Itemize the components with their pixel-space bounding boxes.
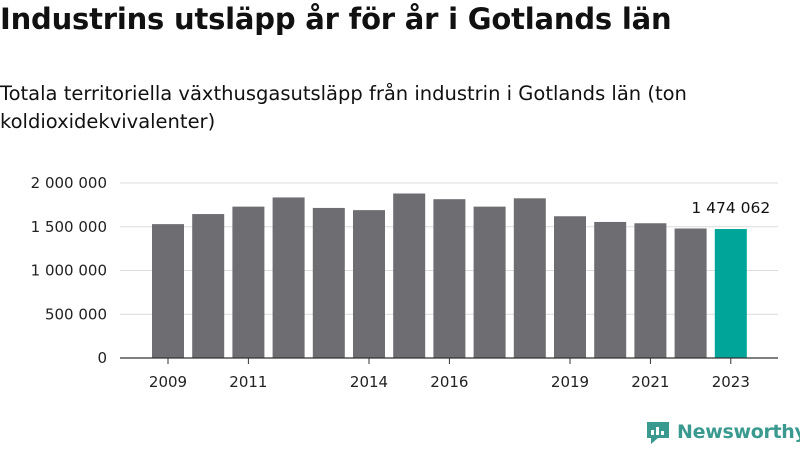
x-tick-label: 2019 (551, 373, 589, 391)
bar-2023 (714, 229, 747, 358)
bar-2020 (594, 221, 627, 358)
newsworthy-logo: Newsworthy (645, 419, 800, 445)
y-tick-label: 0 (97, 349, 107, 367)
x-tick-label: 2011 (229, 373, 267, 391)
bar-2022 (674, 228, 707, 358)
bar-2010 (192, 214, 225, 358)
y-tick-label: 500 000 (45, 305, 107, 323)
x-tick-label: 2016 (430, 373, 468, 391)
y-tick-label: 1 000 000 (31, 262, 107, 280)
x-tick-label: 2023 (712, 373, 750, 391)
data-label: 1 474 062 (691, 199, 770, 217)
bar-2009 (152, 224, 184, 358)
y-tick-label: 1 500 000 (31, 218, 107, 236)
bar-2016 (433, 199, 466, 358)
bar-2017 (473, 206, 506, 358)
bar-2014 (353, 210, 385, 358)
logo-text: Newsworthy (677, 421, 800, 443)
chart-title: Industrins utsläpp år för år i Gotlands … (0, 2, 672, 36)
x-tick-label: 2021 (631, 373, 669, 391)
y-tick-label: 2 000 000 (31, 174, 107, 192)
x-tick-label: 2009 (149, 373, 187, 391)
bar-2019 (554, 216, 586, 358)
bar-2013 (312, 207, 345, 358)
bar-2012 (272, 197, 305, 358)
bar-chart: 0 500 000 1 000 000 1 500 000 2 000 000 2009 2… (31, 174, 778, 391)
x-tick-label: 2014 (350, 373, 388, 391)
bar-2011 (232, 206, 265, 358)
bar-2015 (393, 193, 426, 358)
newsworthy-logo-icon (647, 422, 669, 444)
bar-2021 (634, 223, 667, 358)
bar-2018 (513, 198, 546, 358)
chart-subtitle: Totala territoriella växthusgasutsläpp f… (0, 82, 687, 133)
